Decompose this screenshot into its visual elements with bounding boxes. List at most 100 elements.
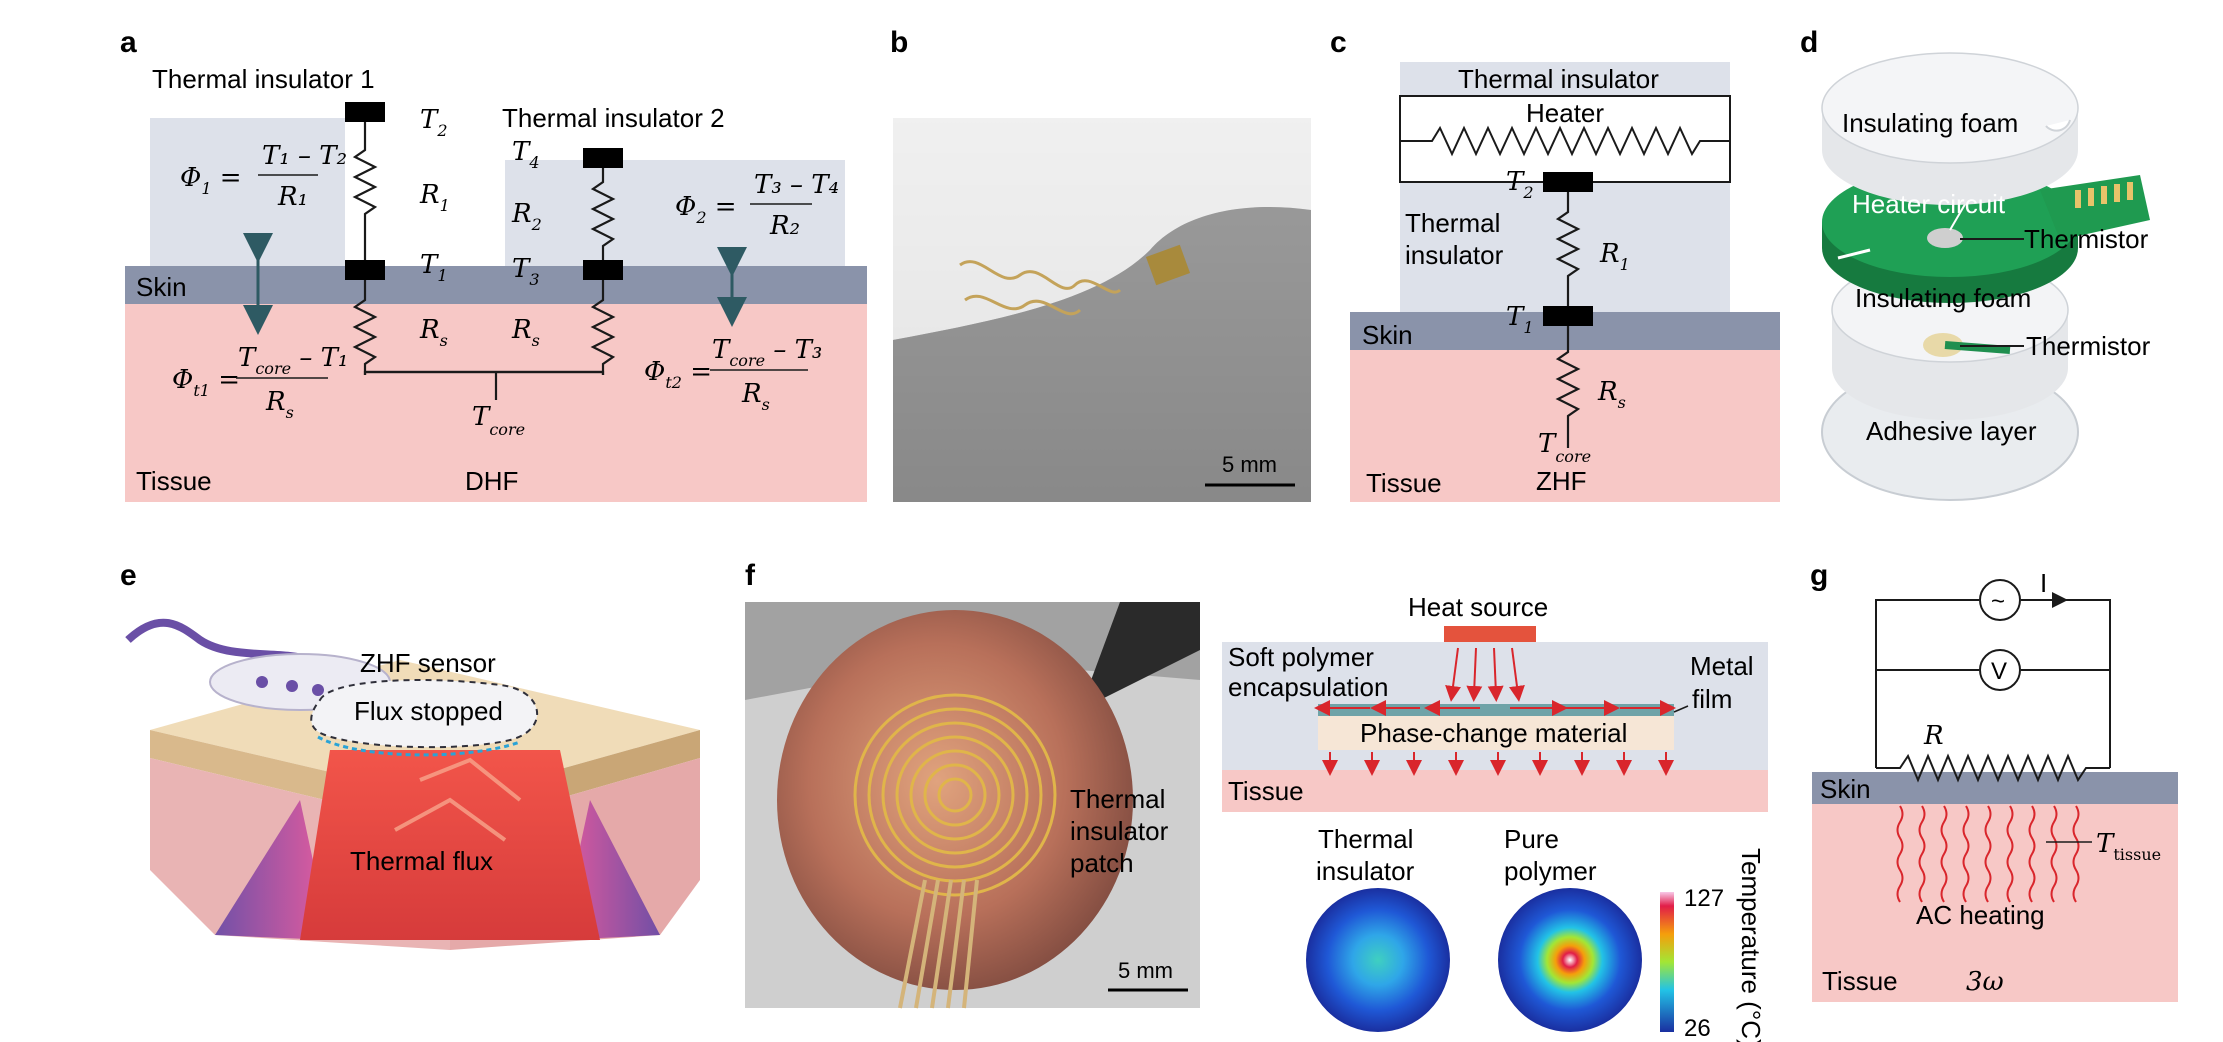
panel-d: d Insulating foam Heater circuit Insulat… bbox=[1800, 26, 2151, 501]
resistor-r1 bbox=[352, 122, 378, 260]
mid-insulator-label-1: Thermal bbox=[1405, 208, 1500, 238]
heat-source-label: Heat source bbox=[1408, 592, 1548, 622]
sensor-t2 bbox=[345, 102, 385, 122]
resistor-rs-left bbox=[352, 280, 378, 375]
encapsulation-label-1: Soft polymer bbox=[1228, 642, 1374, 672]
metal-film-label-2: film bbox=[1692, 684, 1732, 714]
patch-label-1: Thermal bbox=[1070, 784, 1165, 814]
thermistor-label-1: Thermistor bbox=[2024, 224, 2149, 254]
heat-arrows-down bbox=[1445, 647, 1525, 702]
svg-text:R₁: R₁ bbox=[277, 182, 308, 212]
panel-c: c Thermal insulator Heater Thermal insul… bbox=[1330, 26, 1780, 502]
ac-source-symbol: ~ bbox=[1991, 588, 2005, 615]
sensor-t1-c bbox=[1543, 306, 1593, 326]
scale-label-b: 5 mm bbox=[1222, 452, 1277, 477]
thermal-flux-column bbox=[300, 750, 600, 940]
colorbar-title: Temperature (°C) bbox=[1736, 848, 1766, 1042]
map2-label-2: polymer bbox=[1504, 856, 1597, 886]
current-label: I bbox=[2040, 568, 2047, 598]
t-tissue-label: Ttissue bbox=[2096, 829, 2161, 864]
patch-label-3: patch bbox=[1070, 848, 1134, 878]
colorbar-max: 127 bbox=[1684, 885, 1724, 912]
svg-text:Tcore – T₁: Tcore – T₁ bbox=[238, 343, 348, 378]
svg-text:Tcore – T₃: Tcore – T₃ bbox=[712, 335, 822, 370]
resistor-r2 bbox=[590, 168, 616, 260]
skin-label-c: Skin bbox=[1362, 320, 1413, 350]
pcm-layer bbox=[1318, 716, 1674, 750]
panel-b-letter: b bbox=[890, 26, 908, 59]
skin-label: Skin bbox=[136, 272, 187, 302]
node-tcore-c: Tcore bbox=[1538, 429, 1591, 466]
thermal-flux-label: Thermal flux bbox=[350, 846, 493, 876]
resistor-label-g: R bbox=[1923, 721, 1944, 751]
colorbar bbox=[1660, 892, 1674, 1032]
sensor-t1 bbox=[345, 260, 385, 280]
panel-b: b 5 mm bbox=[890, 26, 1311, 503]
top-insulator-label: Thermal insulator bbox=[1458, 64, 1659, 94]
heater-resistor-g bbox=[1876, 753, 2110, 783]
thermal-map-polymer bbox=[1498, 888, 1642, 1032]
sensor-t2-c bbox=[1543, 172, 1593, 192]
colorbar-min: 26 bbox=[1684, 1015, 1711, 1042]
node-r1: R1 bbox=[419, 180, 450, 215]
ac-source bbox=[1979, 579, 2021, 621]
layer-label-3: Insulating foam bbox=[1855, 283, 2031, 313]
equation-phit1: Φt1 = Tcore – T₁ Rs bbox=[172, 343, 348, 422]
heater-tab bbox=[2040, 175, 2150, 240]
sensor-pad bbox=[310, 679, 538, 749]
mid-insulator-label-2: insulator bbox=[1405, 240, 1504, 270]
panel-c-letter: c bbox=[1330, 26, 1347, 59]
metal-film-label-1: Metal bbox=[1690, 651, 1754, 681]
svg-text:R₂: R₂ bbox=[769, 211, 800, 241]
tissue-layer-g bbox=[1812, 804, 2178, 1002]
insulator-2-label: Thermal insulator 2 bbox=[502, 103, 725, 133]
spiral-heater bbox=[853, 693, 1057, 897]
scale-label-f: 5 mm bbox=[1118, 958, 1173, 983]
flux-stopped-label: Flux stopped bbox=[354, 696, 503, 726]
layer-label-4: Adhesive layer bbox=[1866, 416, 2037, 446]
method-label-c: ZHF bbox=[1536, 466, 1587, 496]
skin-layer bbox=[125, 266, 867, 304]
top-insulator bbox=[1400, 62, 1730, 96]
node-r1-c: R1 bbox=[1599, 239, 1630, 274]
tissue-label-f: Tissue bbox=[1228, 776, 1304, 806]
node-t1: T1 bbox=[420, 250, 448, 285]
sensor-chip bbox=[1145, 244, 1191, 286]
tissue-layer bbox=[125, 304, 867, 502]
skin-layer-g bbox=[1812, 772, 2178, 804]
node-rs-left: Rs bbox=[419, 315, 448, 350]
layer-label-1: Insulating foam bbox=[1842, 108, 2018, 138]
resistor-rs-right bbox=[590, 280, 616, 375]
insulator-patch bbox=[777, 610, 1133, 990]
panel-d-letter: d bbox=[1800, 26, 1818, 59]
voltmeter bbox=[1979, 649, 2021, 691]
sensor-t3 bbox=[583, 260, 623, 280]
svg-text:Φ2 =: Φ2 = bbox=[675, 192, 737, 227]
metal-film bbox=[1318, 704, 1674, 716]
panel-a: a Thermal insulator 1 Thermal insulator … bbox=[120, 26, 867, 502]
ac-heat-waves bbox=[1896, 805, 2080, 903]
heat-source-block bbox=[1444, 626, 1536, 646]
node-tcore: Tcore bbox=[472, 402, 525, 439]
voltmeter-symbol: V bbox=[1991, 658, 2007, 685]
tissue-layer-f bbox=[1222, 770, 1768, 812]
sensor-t4 bbox=[583, 148, 623, 168]
node-t1-c: T1 bbox=[1506, 302, 1534, 337]
heater-coil bbox=[1400, 125, 1730, 157]
map1-label-2: insulator bbox=[1316, 856, 1415, 886]
map1-label-1: Thermal bbox=[1318, 824, 1413, 854]
method-label-g: 3ω bbox=[1966, 967, 2004, 997]
panel-f: f Thermal insulator patch 5 mm Heat sour… bbox=[745, 559, 1768, 1042]
layer-label-2: Heater circuit bbox=[1852, 189, 2006, 219]
heater-label: Heater bbox=[1526, 98, 1604, 128]
resistor-r1-c bbox=[1555, 192, 1581, 306]
svg-text:Φt2 =: Φt2 = bbox=[644, 357, 712, 392]
node-r2: R2 bbox=[511, 199, 542, 234]
node-t3: T3 bbox=[512, 254, 540, 289]
panel-e-letter: e bbox=[120, 559, 137, 592]
top-foam-disc bbox=[1821, 52, 2079, 164]
panel-g-letter: g bbox=[1810, 559, 1828, 592]
map2-label-1: Pure bbox=[1504, 824, 1559, 854]
panel-a-letter: a bbox=[120, 26, 137, 59]
svg-text:Rs: Rs bbox=[741, 379, 770, 414]
